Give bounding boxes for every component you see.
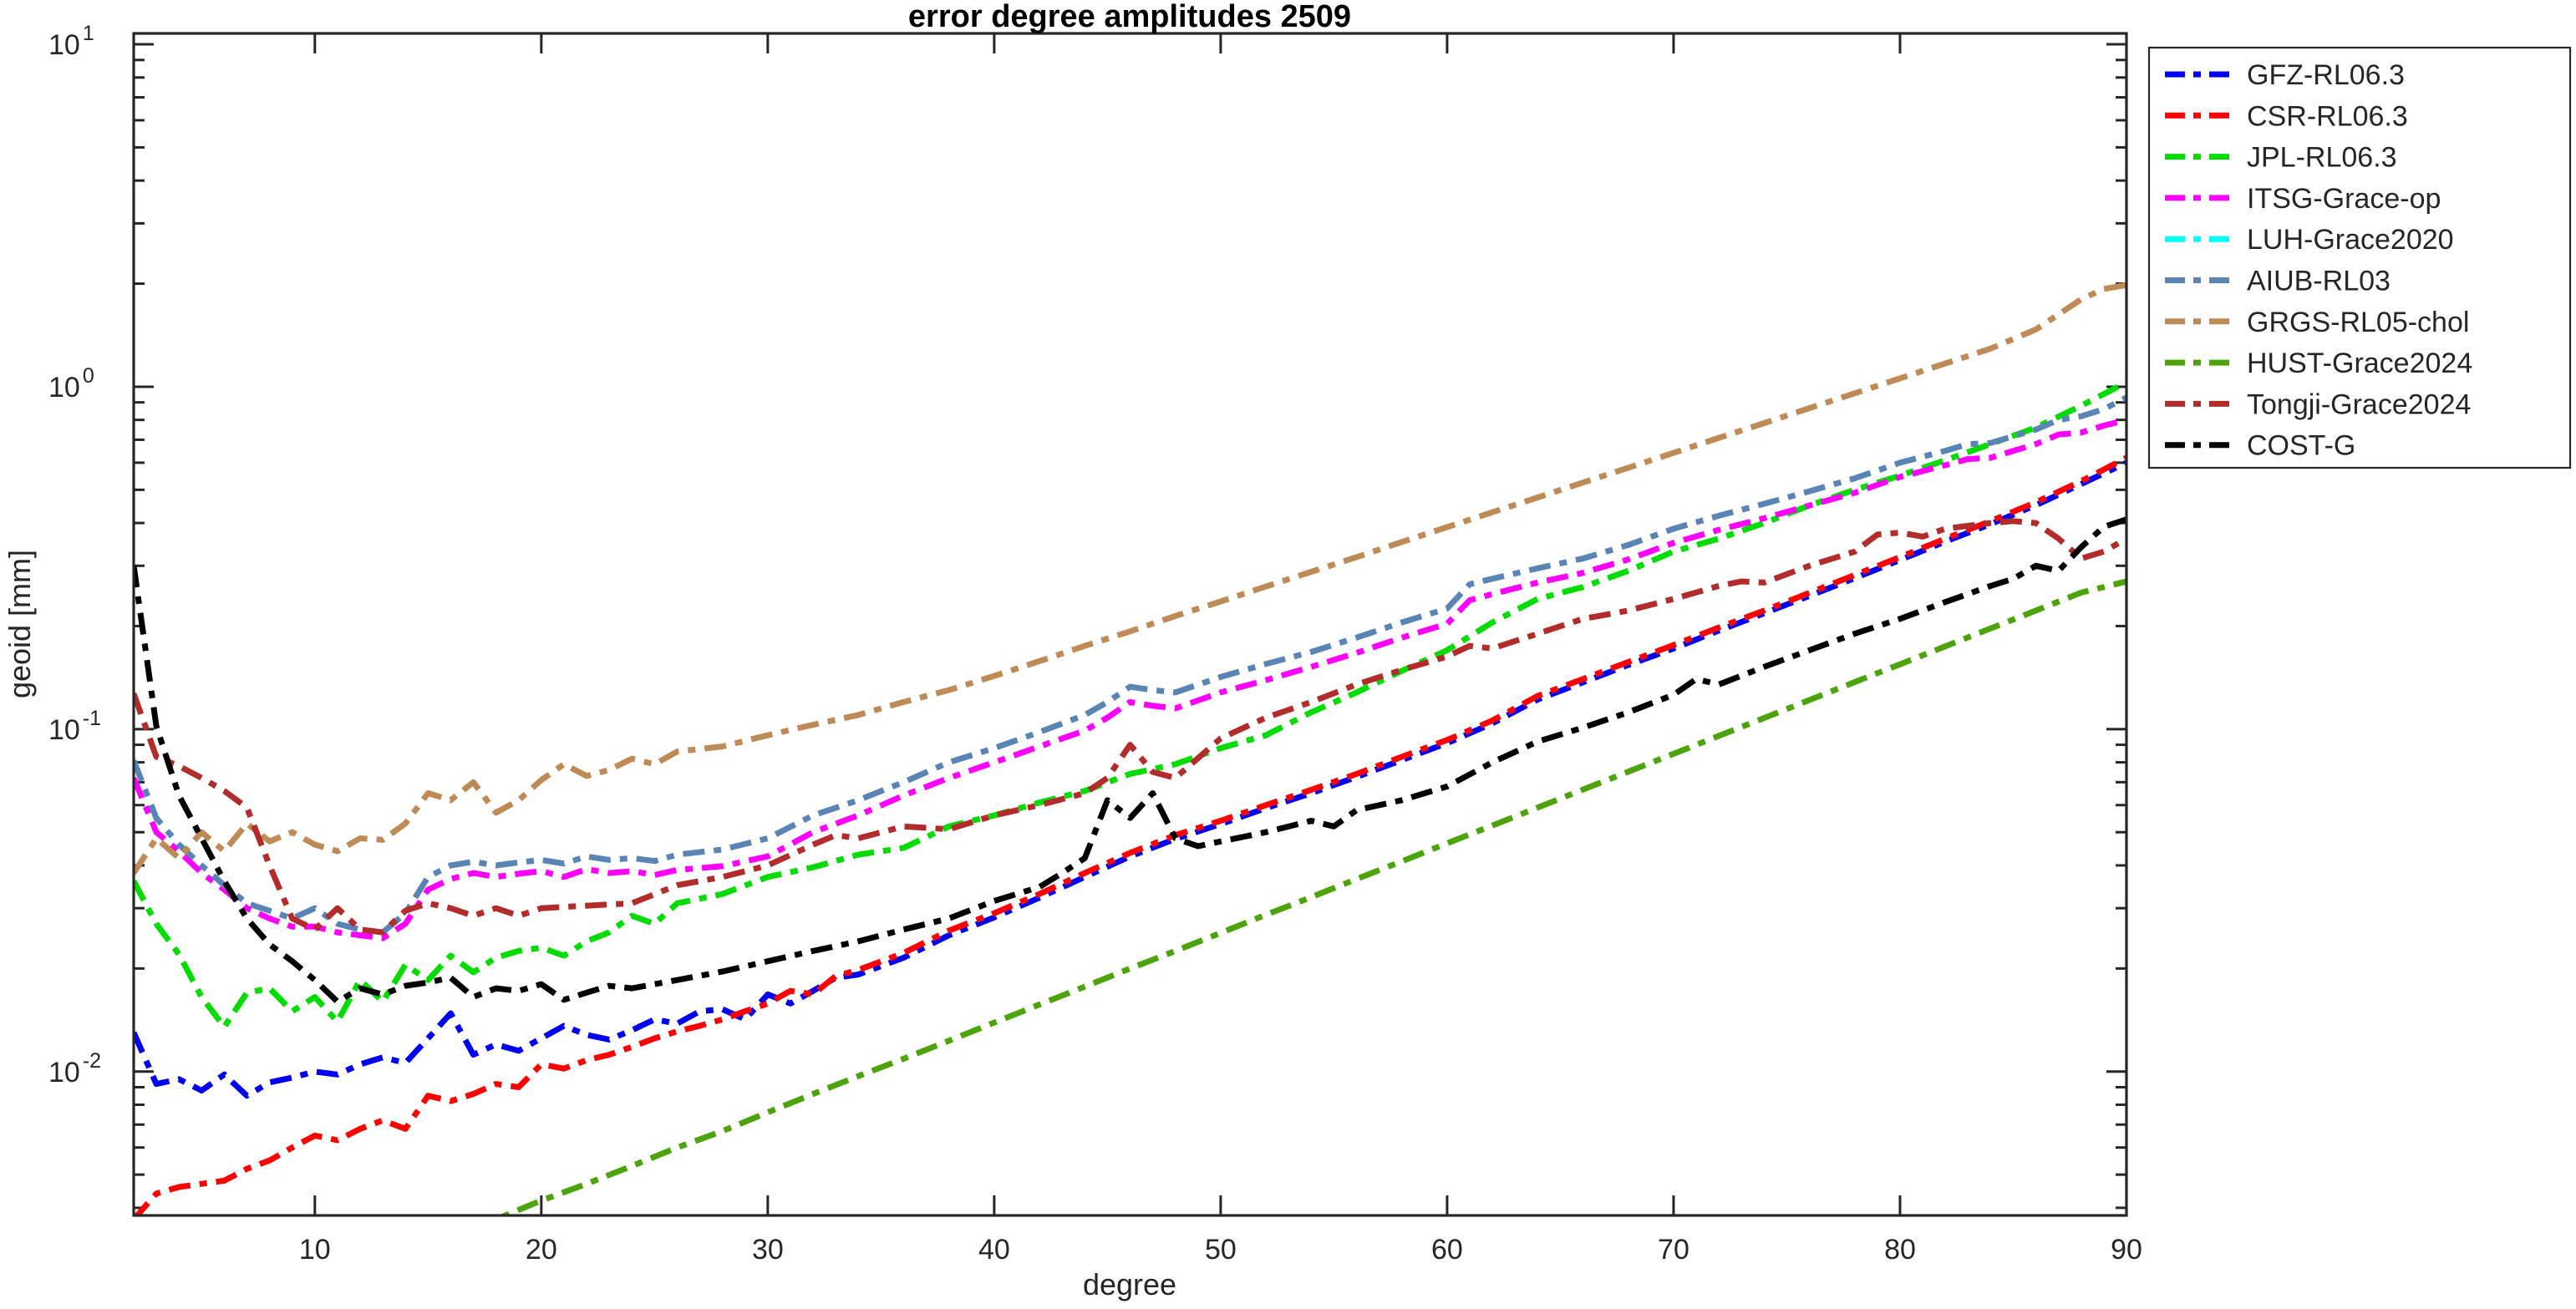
x-tick-label: 10: [299, 1234, 331, 1266]
x-tick-label: 20: [526, 1234, 557, 1266]
legend-item-label: COST-G: [2247, 430, 2355, 462]
series-line-GRGS-RL05-chol: [134, 282, 2126, 875]
legend-item-label: GRGS-RL05-chol: [2247, 307, 2469, 338]
series-line-HUST-Grace2024: [497, 578, 2126, 1215]
series-line-ITSG-Grace-op: [134, 417, 2126, 941]
y-axis-label: geoid [mm]: [3, 550, 37, 698]
y-tick-label: 10 -1: [48, 707, 101, 746]
series-line-Tongji-Grace2024: [134, 518, 2126, 936]
legend-item-label: AIUB-RL03: [2247, 266, 2391, 297]
plot-background: [134, 33, 2126, 1215]
x-axis-label: degree: [1083, 1267, 1176, 1301]
legend-item-label: ITSG-Grace-op: [2247, 183, 2441, 215]
legend-item-label: GFZ-RL06.3: [2247, 59, 2405, 91]
legend: GFZ-RL06.3 CSR-RL06.3 JPL-RL06.3 ITSG-Grace…: [2147, 46, 2572, 469]
legend-item-label: HUST-Grace2024: [2247, 348, 2472, 379]
x-tick-label: 90: [2111, 1234, 2142, 1266]
minor-ticks: [134, 58, 2126, 1210]
x-tick-label: 80: [1884, 1234, 1916, 1266]
x-tick-label: 70: [1658, 1234, 1689, 1266]
x-tick-label: 40: [978, 1234, 1010, 1266]
series-line-COST-G: [134, 516, 2126, 1005]
legend-item-label: Tongji-Grace2024: [2247, 388, 2471, 420]
legend-item-label: CSR-RL06.3: [2247, 100, 2408, 132]
x-tick-label: 30: [752, 1234, 784, 1266]
x-tick-label: 60: [1431, 1234, 1463, 1266]
y-tick-label: 10 -2: [48, 1049, 101, 1088]
chart-title: error degree amplitudes 2509: [908, 0, 1351, 34]
legend-item-label: JPL-RL06.3: [2247, 142, 2397, 174]
legend-item-label: LUH-Grace2020: [2247, 224, 2454, 256]
series-lines: [134, 282, 2126, 1215]
y-tick-label: 10 1: [48, 22, 94, 61]
series-line-CSR-RL06.3: [134, 454, 2126, 1215]
x-tick-label: 50: [1205, 1234, 1237, 1266]
series-line-GFZ-RL06.3: [134, 459, 2126, 1099]
plot-border: [132, 32, 2128, 1217]
y-tick-label: 10 0: [48, 364, 94, 403]
series-line-JPL-RL06.3: [134, 379, 2126, 1030]
